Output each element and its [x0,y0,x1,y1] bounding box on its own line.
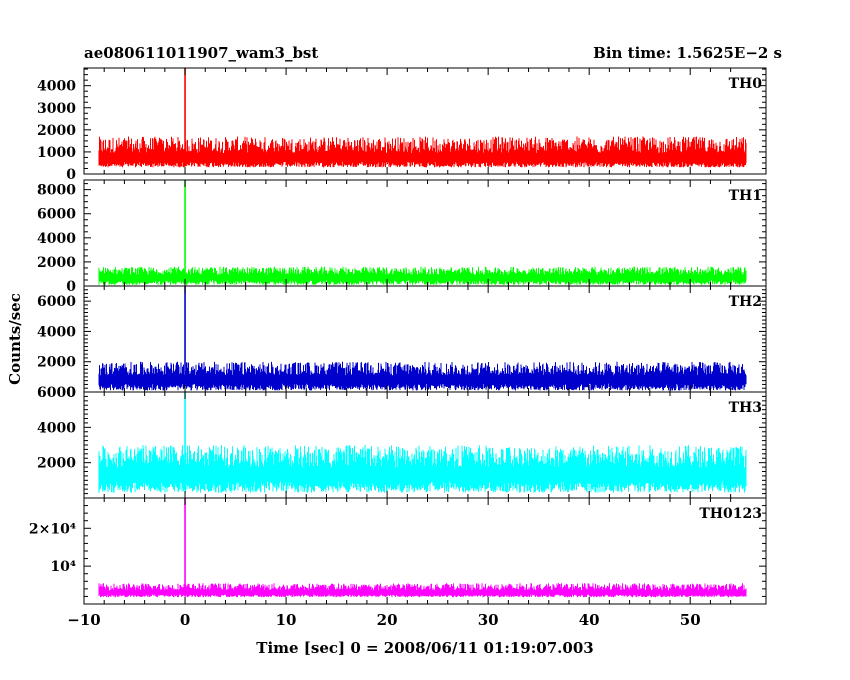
chart-title: ae080611011907_wam3_bst [84,44,319,62]
light-curve-th0 [98,136,747,168]
y-tick-label: 2000 [37,123,76,139]
y-tick-label: 0 [66,167,76,183]
x-tick-label: 30 [478,611,499,629]
y-tick-label: 2000 [37,355,76,371]
light-curve-th3 [98,445,747,493]
y-tick-label: 4000 [37,324,76,340]
panel-frame-th0 [83,67,767,175]
panel-label-th2: TH2 [729,294,762,310]
y-tick-label: 6000 [37,207,76,223]
light-curve-th2 [98,361,747,391]
panel-label-th3: TH3 [729,400,762,416]
y-tick-label: 6000 [37,294,76,310]
y-tick-label: 0 [66,385,76,401]
panel-label-th0: TH0 [729,76,763,92]
x-axis-label: Time [sec] 0 = 2008/06/11 01:19:07.003 [256,639,594,657]
panel-label-th0123: TH0123 [699,506,762,522]
y-tick-label: 1000 [37,145,76,161]
light-curve-th1 [98,266,747,285]
y-tick-label: 8000 [37,183,76,199]
x-tick-label: 50 [680,611,701,629]
x-tick-label: 0 [180,611,190,629]
y-tick-label: 3000 [37,101,76,117]
y-tick-label: 2×10⁴ [29,521,76,537]
light-curve-th0123 [98,583,747,598]
x-tick-label: 10 [276,611,297,629]
y-tick-label: 2000 [37,456,76,472]
x-tick-label: 40 [579,611,600,629]
x-tick-label: 20 [377,611,398,629]
y-tick-label: 0 [66,279,76,295]
y-tick-label: 4000 [37,79,76,95]
y-tick-label: 10⁴ [50,559,76,575]
x-tick-label: −10 [67,611,100,629]
y-tick-label: 4000 [37,231,76,247]
bin-time-label: Bin time: 1.5625E−2 s [593,44,782,62]
y-tick-label: 6000 [37,385,76,401]
y-tick-label: 4000 [37,420,76,436]
panel-label-th1: TH1 [729,188,762,204]
y-tick-label: 2000 [37,255,76,271]
